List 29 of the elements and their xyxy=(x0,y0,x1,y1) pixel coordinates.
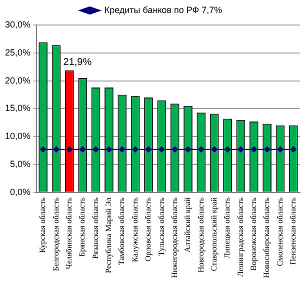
y-tick-label: 10,0% xyxy=(4,131,31,142)
x-tick-label: Орловская область xyxy=(144,197,153,262)
x-tick-label: Челябинская область xyxy=(64,197,74,270)
x-tick-label: Брянская область xyxy=(78,197,87,257)
data-label: 21,9% xyxy=(63,56,92,68)
x-tick-label: Рязанская область xyxy=(90,197,100,259)
x-tick-label: Липецкая область xyxy=(222,197,232,258)
x-tick-label: Новосибирская область xyxy=(262,197,272,278)
x-tick-label: Калужская область xyxy=(130,197,140,262)
y-tick-label: 25,0% xyxy=(4,47,31,58)
x-tick-label: Тульская область xyxy=(156,197,166,256)
x-tick-label: Белгородская область xyxy=(51,197,60,272)
x-tick-label: Воронежская область xyxy=(248,197,258,271)
x-tick-label: Ленинградская область xyxy=(236,197,245,277)
y-tick-label: 0,0% xyxy=(10,186,31,197)
x-tick-label: Ставропольский край xyxy=(209,196,218,272)
x-tick-label: Тамбовская область xyxy=(117,197,126,266)
x-tick-label: Смоленская область xyxy=(275,197,284,266)
y-tick-label: 5,0% xyxy=(10,158,31,169)
x-tick-label: Новгородская область xyxy=(196,197,206,273)
y-tick-label: 20,0% xyxy=(4,75,31,86)
y-tick-label: 15,0% xyxy=(4,103,31,114)
x-tick-label: Алтайский край xyxy=(183,196,192,252)
x-tick-label: Республика Марий Эл xyxy=(104,197,114,274)
y-tick-label: 30,0% xyxy=(4,19,31,30)
legend-label: Кредиты банков по РФ 7,7% xyxy=(104,4,222,15)
x-tick-label: Нижегородская область xyxy=(170,197,179,278)
x-tick-label: Пензенская область xyxy=(288,197,298,265)
x-tick-label: Курская область xyxy=(38,197,48,253)
